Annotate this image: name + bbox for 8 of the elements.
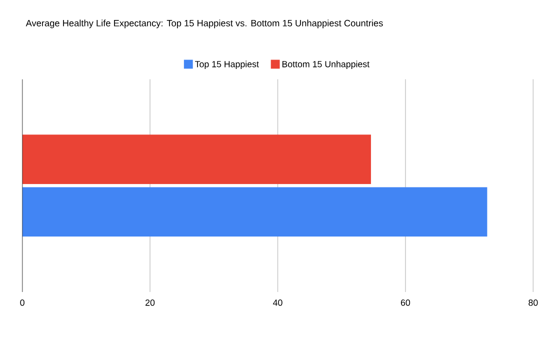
- x-tick-label: 20: [146, 300, 155, 306]
- legend-label: Bottom 15 Unhappiest: [282, 60, 370, 70]
- chart-title: Average Healthy Life Expectancy: Top 15 Happiest vs. Bottom 15 Unhappiest Countries: [26, 20, 383, 28]
- x-tick-label: 80: [528, 300, 538, 306]
- x-tick-label: 40: [273, 300, 282, 306]
- legend-label: Top 15 Happiest: [195, 60, 259, 70]
- x-tick-label: 0: [20, 300, 24, 306]
- x-tick-label: 60: [400, 300, 410, 306]
